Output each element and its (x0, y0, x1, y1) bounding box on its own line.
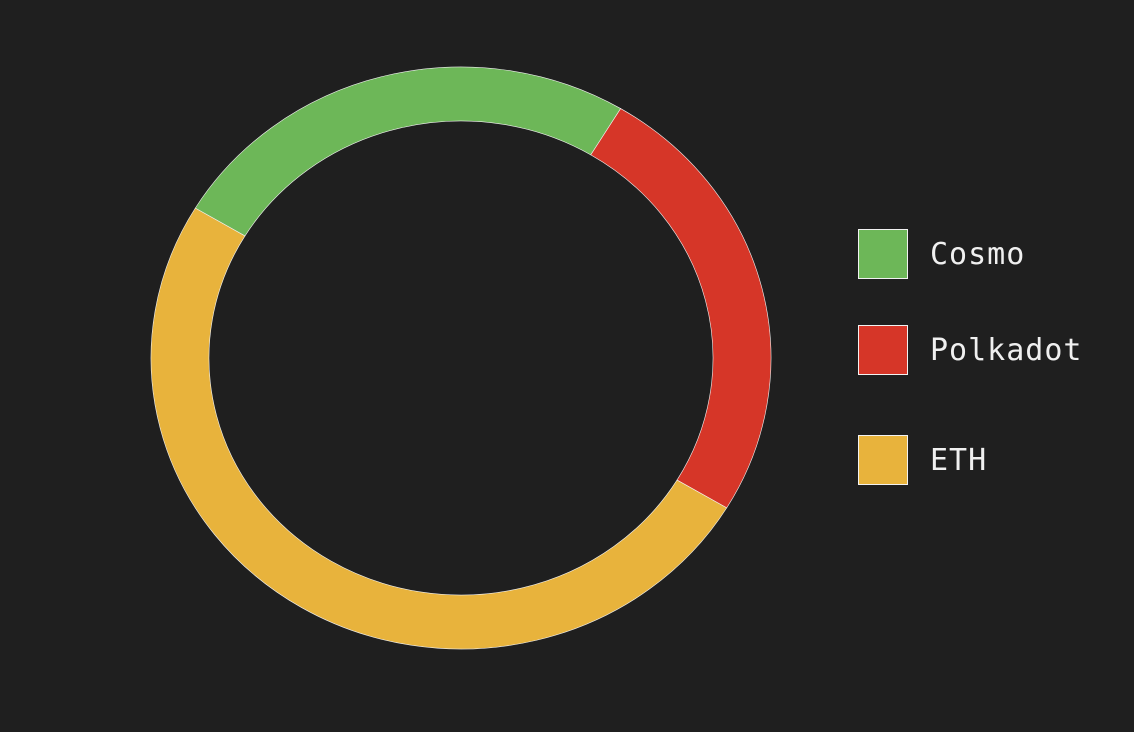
legend-label-polkadot: Polkadot (930, 332, 1083, 368)
legend-item-eth[interactable]: ETH (858, 434, 987, 486)
legend-label-cosmo: Cosmo (930, 236, 1026, 272)
legend-item-cosmo[interactable]: Cosmo (858, 228, 1025, 280)
slice-polkadot[interactable] (590, 108, 772, 509)
legend-swatch-eth (858, 435, 908, 485)
legend-swatch-cosmo (858, 229, 908, 279)
legend-label-eth: ETH (930, 442, 988, 478)
legend: Cosmo Polkadot ETH (858, 228, 1118, 488)
slice-eth[interactable] (150, 207, 728, 650)
legend-item-polkadot[interactable]: Polkadot (858, 324, 1083, 376)
legend-swatch-polkadot (858, 325, 908, 375)
slice-cosmo[interactable] (194, 66, 622, 237)
